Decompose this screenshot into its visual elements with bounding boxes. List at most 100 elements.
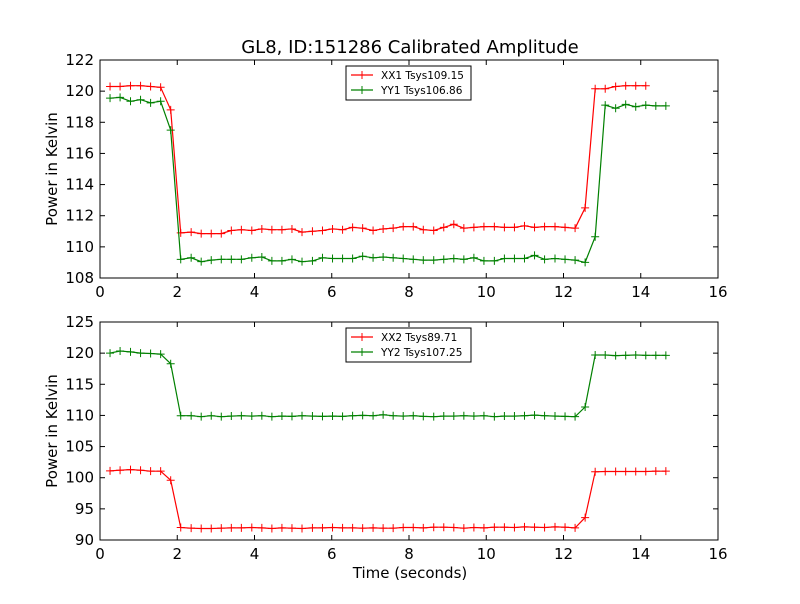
x-tick-label: 14 — [631, 545, 650, 563]
y-tick-label: 114 — [65, 176, 94, 194]
data-point-marker — [379, 252, 388, 261]
data-point-marker — [116, 82, 125, 91]
data-point-marker — [197, 412, 206, 421]
data-point-marker — [187, 253, 196, 262]
data-point-marker — [267, 256, 276, 265]
data-point-marker — [308, 227, 317, 236]
data-point-marker — [126, 347, 135, 356]
legend-entry-label: XX1 Tsys109.15 — [381, 70, 464, 82]
data-point-marker — [490, 412, 499, 421]
y-axis-label: Power in Kelvin — [43, 112, 61, 226]
series-red — [106, 81, 650, 238]
data-point-marker — [318, 226, 327, 235]
data-point-marker — [369, 226, 378, 235]
data-point-marker — [197, 257, 206, 266]
data-point-marker — [641, 101, 650, 110]
data-point-marker — [187, 228, 196, 237]
data-point-marker — [611, 467, 620, 476]
data-point-marker — [389, 411, 398, 420]
data-point-marker — [449, 412, 458, 421]
x-tick-label: 0 — [95, 283, 105, 301]
data-point-marker — [510, 523, 519, 532]
data-point-marker — [156, 350, 165, 359]
data-point-marker — [308, 412, 317, 421]
data-point-marker — [257, 411, 266, 420]
x-tick-label: 16 — [708, 545, 727, 563]
data-point-marker — [156, 467, 165, 476]
data-point-marker — [379, 224, 388, 233]
data-point-marker — [176, 255, 185, 264]
data-point-marker — [247, 412, 256, 421]
data-point-marker — [661, 467, 670, 476]
data-point-marker — [510, 412, 519, 421]
data-point-marker — [267, 412, 276, 421]
data-point-marker — [429, 523, 438, 532]
data-point-marker — [520, 254, 529, 263]
data-point-marker — [399, 412, 408, 421]
data-point-marker — [571, 224, 580, 233]
data-point-marker — [156, 83, 165, 92]
data-point-marker — [257, 252, 266, 261]
data-point-marker — [358, 252, 367, 261]
data-point-marker — [277, 256, 286, 265]
data-point-marker — [459, 255, 468, 264]
legend-entry-label: YY1 Tsys106.86 — [380, 85, 463, 97]
data-point-marker — [389, 253, 398, 262]
data-point-marker — [106, 349, 115, 358]
data-point-marker — [369, 253, 378, 262]
data-point-marker — [358, 524, 367, 533]
data-point-marker — [348, 411, 357, 420]
y-tick-label: 125 — [65, 313, 94, 331]
data-point-marker — [459, 411, 468, 420]
data-point-marker — [217, 229, 226, 238]
data-point-marker — [237, 225, 246, 234]
data-point-marker — [601, 101, 610, 110]
series-red — [106, 465, 670, 533]
data-point-marker — [510, 223, 519, 232]
data-point-marker — [621, 100, 630, 109]
data-point-marker — [308, 256, 317, 265]
data-point-marker — [571, 412, 580, 421]
legend-marker — [358, 86, 366, 94]
legend-marker — [358, 348, 366, 356]
data-point-marker — [318, 523, 327, 532]
data-point-marker — [561, 223, 570, 232]
data-point-marker — [651, 467, 660, 476]
data-point-marker — [581, 258, 590, 267]
data-point-marker — [641, 467, 650, 476]
data-point-marker — [338, 412, 347, 421]
data-point-marker — [237, 411, 246, 420]
data-point-marker — [500, 523, 509, 532]
data-point-marker — [551, 522, 560, 531]
data-point-marker — [591, 232, 600, 241]
x-tick-label: 8 — [404, 545, 414, 563]
data-point-marker — [277, 412, 286, 421]
x-tick-label: 2 — [172, 545, 182, 563]
data-point-marker — [419, 412, 428, 421]
data-point-marker — [166, 126, 175, 135]
data-point-marker — [287, 524, 296, 533]
data-point-marker — [187, 524, 196, 533]
data-point-marker — [166, 105, 175, 114]
data-point-marker — [561, 523, 570, 532]
x-axis-label: Time (seconds) — [352, 564, 468, 582]
x-tick-label: 6 — [327, 283, 337, 301]
data-point-marker — [348, 254, 357, 263]
data-point-marker — [166, 359, 175, 368]
data-point-marker — [287, 255, 296, 264]
data-point-marker — [591, 84, 600, 93]
data-point-marker — [176, 411, 185, 420]
data-point-marker — [287, 412, 296, 421]
data-point-marker — [540, 411, 549, 420]
data-point-marker — [318, 253, 327, 262]
data-point-marker — [166, 476, 175, 485]
data-point-marker — [419, 523, 428, 532]
data-point-marker — [409, 255, 418, 264]
data-point-marker — [136, 349, 145, 358]
data-point-marker — [540, 255, 549, 264]
data-point-marker — [459, 524, 468, 533]
x-tick-label: 4 — [250, 283, 260, 301]
data-point-marker — [469, 412, 478, 421]
data-point-marker — [581, 203, 590, 212]
data-point-marker — [207, 524, 216, 533]
